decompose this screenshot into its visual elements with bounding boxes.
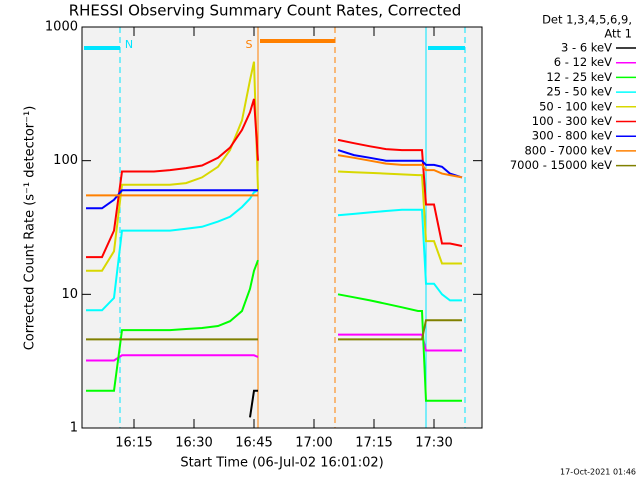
y-tick-label: 1000 (45, 20, 78, 35)
legend-label: 12 - 25 keV (546, 70, 612, 84)
x-tick-label: 16:30 (175, 436, 212, 451)
series-line (86, 259, 462, 402)
series-line (86, 333, 462, 362)
y-tick-label: 100 (53, 153, 78, 168)
series-line (249, 389, 258, 418)
legend-title: Att 1 (604, 27, 632, 41)
x-tick-label: 16:45 (235, 436, 272, 451)
legend-label: 6 - 12 keV (554, 55, 612, 69)
legend-label: 50 - 100 keV (539, 99, 612, 113)
series-line (86, 189, 462, 312)
y-tick-label: 10 (61, 287, 78, 302)
y-tick-label: 1 (70, 421, 78, 436)
legend-title: Det 1,3,4,5,6,9, (542, 13, 632, 27)
series-line (86, 61, 462, 272)
x-tick-label: 17:15 (355, 436, 392, 451)
legend-label: 300 - 800 keV (532, 129, 612, 143)
series-line (86, 319, 462, 341)
plot-area (82, 27, 482, 428)
x-axis-label: Start Time (06-Jul-02 16:01:02) (180, 456, 383, 471)
x-tick-label: 16:15 (115, 436, 152, 451)
plot-frame (81, 26, 483, 429)
footer: 17-Oct-2021 01:46 (560, 468, 636, 477)
chart-title: RHESSI Observing Summary Count Rates, Co… (69, 2, 462, 20)
legend-label: 100 - 300 keV (532, 114, 612, 128)
interval-label: N (125, 38, 133, 51)
y-axis-label: Corrected Count Rate (s⁻¹ detector⁻¹) (23, 106, 38, 351)
legend-label: 25 - 50 keV (546, 85, 612, 99)
x-tick-label: 17:30 (415, 436, 452, 451)
series-line (86, 154, 463, 197)
x-tick-label: 17:00 (295, 436, 332, 451)
legend-label: 3 - 6 keV (561, 41, 612, 55)
legend-label: 7000 - 15000 keV (510, 158, 612, 172)
interval-label: S (246, 38, 253, 51)
series-line (86, 149, 463, 210)
legend-label: 800 - 7000 keV (524, 143, 612, 157)
series-line (86, 98, 463, 259)
